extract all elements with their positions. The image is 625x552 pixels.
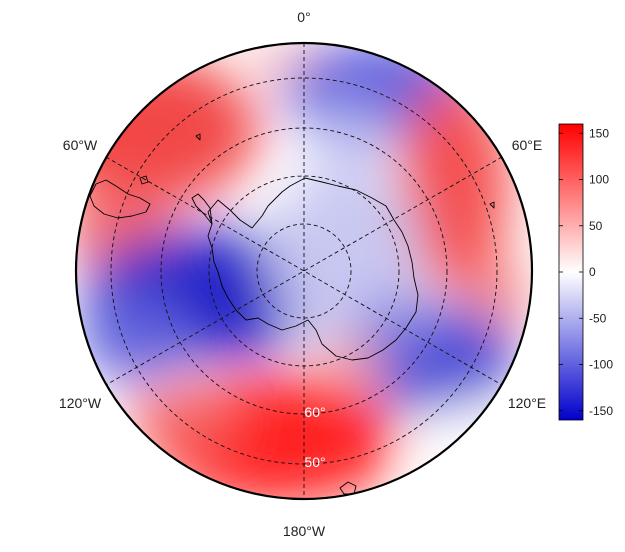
lon-label-0: 0° xyxy=(297,9,310,25)
map-boundary xyxy=(74,41,534,501)
new-zealand-island xyxy=(339,481,357,495)
south-america-tip xyxy=(89,179,151,219)
colorbar-tick-label: 150 xyxy=(589,126,609,140)
colorbar-tick-label: 50 xyxy=(589,219,603,233)
colorbar-tick-label: -100 xyxy=(589,358,613,372)
colorbar: 150 100 50 0 -50 -100 -150 xyxy=(558,123,613,421)
anomaly-field xyxy=(76,43,532,499)
meridian-lines xyxy=(105,43,503,499)
lat-label-60: 60° xyxy=(304,404,325,420)
lon-label-120e: 120°E xyxy=(508,395,546,411)
lon-label-120w: 120°W xyxy=(59,395,102,411)
sub-antarctic-island xyxy=(489,201,495,209)
colorbar-tick-label: 100 xyxy=(589,173,609,187)
colorbar-tick-label: -150 xyxy=(589,404,613,418)
coastlines xyxy=(89,133,495,495)
lon-label-60w: 60°W xyxy=(63,137,98,153)
meridian-60e-120w xyxy=(105,156,503,386)
antarctica-coastline xyxy=(207,177,419,361)
lat-label-50: 50° xyxy=(304,454,325,470)
sub-antarctic-island-2 xyxy=(195,133,201,141)
colorbar-tick-label: -50 xyxy=(589,311,607,325)
falkland-islands xyxy=(139,175,149,185)
colorbar-tick-label: 0 xyxy=(589,265,596,279)
colorbar-ticks: 150 100 50 0 -50 -100 -150 xyxy=(559,126,613,418)
lon-label-60e: 60°E xyxy=(512,137,543,153)
meridian-60w-120e xyxy=(105,156,503,386)
antarctic-peninsula xyxy=(191,193,213,225)
lon-label-180w: 180°W xyxy=(283,523,326,539)
